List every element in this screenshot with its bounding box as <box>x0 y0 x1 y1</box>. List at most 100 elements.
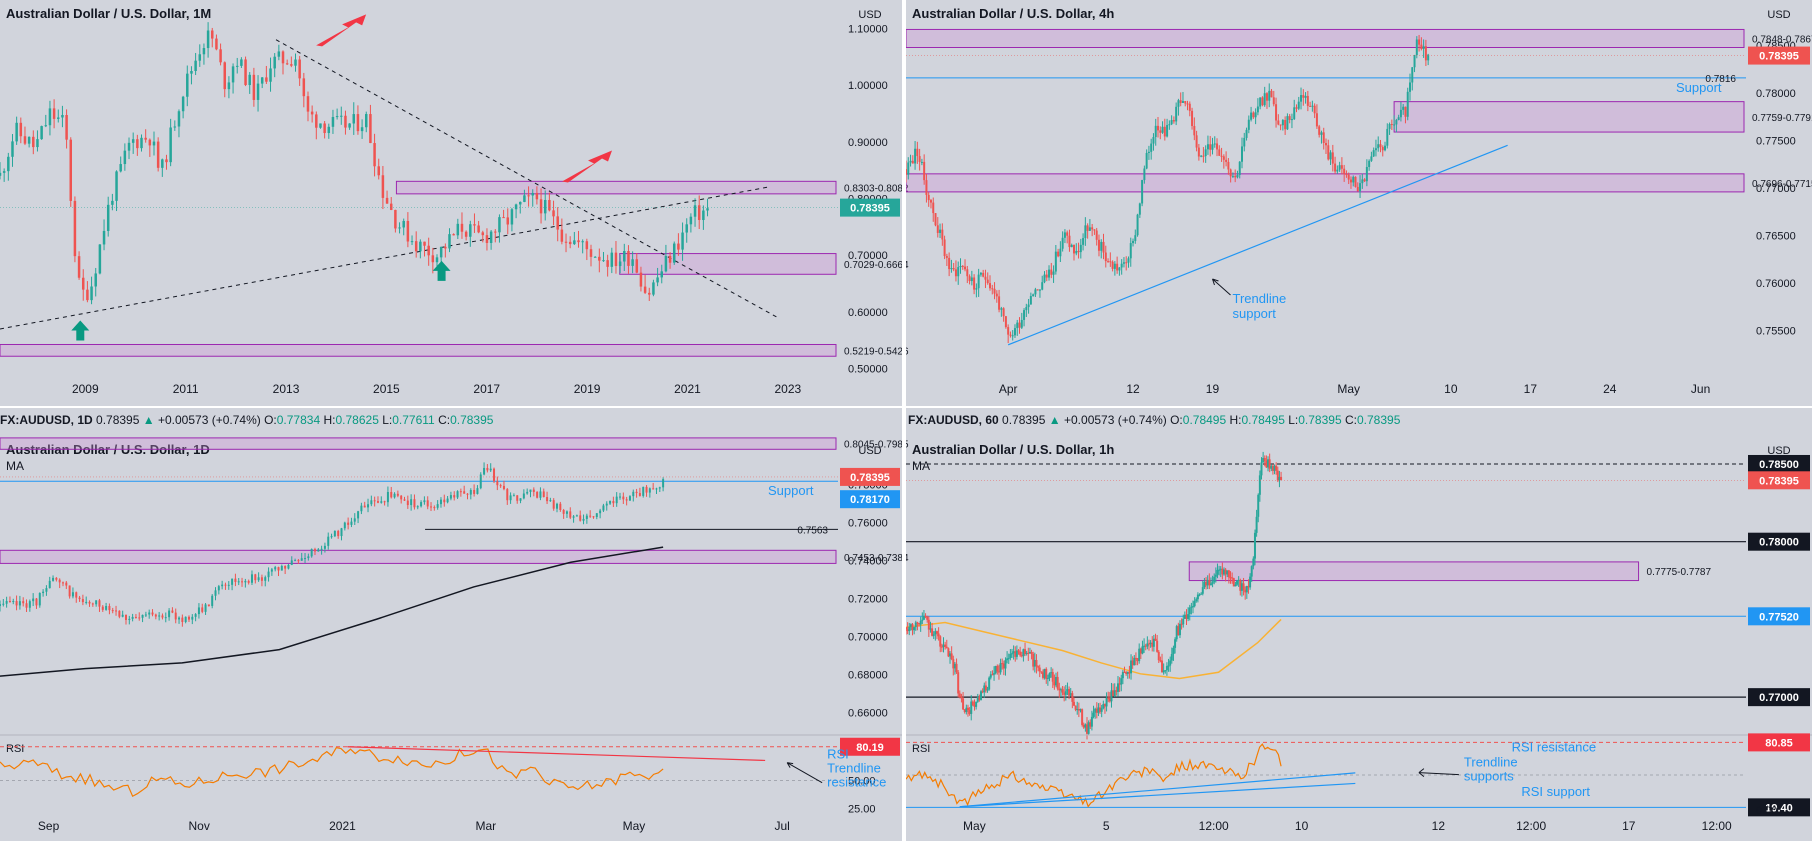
candle-body <box>1032 653 1035 667</box>
candle-body <box>522 493 525 499</box>
rsi-value-text: 80.19 <box>856 742 884 754</box>
candle-body <box>1100 241 1103 251</box>
last-price-tag <box>1748 471 1810 490</box>
candle-body <box>1420 44 1423 50</box>
candle-body <box>610 252 614 267</box>
x-tick-label: 10 <box>1295 819 1309 833</box>
candle-body <box>1399 109 1402 118</box>
candle-body <box>1136 214 1139 236</box>
candle-body <box>1091 227 1094 230</box>
level-price-tag <box>1748 454 1810 473</box>
candle-body <box>416 506 419 508</box>
info-change: +0.00573 (+0.74%) <box>1064 413 1167 427</box>
pane-title: Australian Dollar / U.S. Dollar, 1h <box>912 442 1114 457</box>
candle-body <box>427 245 430 256</box>
candle-body <box>936 225 939 233</box>
candle-body <box>944 644 947 647</box>
candle-body <box>154 614 157 617</box>
info-close: 0.78395 <box>1356 413 1401 427</box>
candle-body <box>403 499 406 501</box>
zone-box <box>905 173 1745 193</box>
candle-body <box>672 243 676 263</box>
candle-body <box>905 627 907 630</box>
candle-body <box>1240 583 1243 591</box>
candle-body <box>1126 671 1129 674</box>
candle-body <box>1293 107 1296 120</box>
candle-body <box>284 565 287 569</box>
candle-body <box>1017 650 1020 652</box>
candle-body <box>1304 95 1307 98</box>
candle-body <box>310 549 313 557</box>
candle-body <box>1143 168 1146 181</box>
candle-body <box>993 673 996 675</box>
candle-body <box>198 54 202 61</box>
candle-body <box>1035 659 1038 667</box>
candle-body <box>1041 672 1044 678</box>
x-tick-label: May <box>623 819 646 833</box>
candle-body <box>174 612 177 620</box>
candle-body <box>1172 120 1175 122</box>
candle-body <box>632 491 635 497</box>
candle-body <box>327 126 331 134</box>
candle-body <box>498 217 501 233</box>
candle-body <box>1165 666 1168 671</box>
y-tick-label: 0.76500 <box>1756 231 1796 243</box>
candle-body <box>1236 174 1239 178</box>
candle-body <box>1170 120 1173 125</box>
candle-body <box>1066 232 1069 236</box>
x-tick-label: 2019 <box>574 382 601 396</box>
candle-body <box>435 257 439 263</box>
candle-body <box>658 487 661 489</box>
candle-body <box>1263 457 1266 461</box>
candle-body <box>1393 124 1396 126</box>
candle-body <box>219 49 222 63</box>
pane-divider-vertical[interactable] <box>902 0 906 841</box>
candle-body <box>1390 124 1393 126</box>
candle-body <box>1268 90 1271 101</box>
candle-body <box>949 653 952 657</box>
candle-body <box>959 265 962 268</box>
candle-body <box>1211 582 1214 584</box>
candle-body <box>1297 101 1300 109</box>
candle-body <box>934 631 937 635</box>
candle-body <box>1157 125 1159 131</box>
candle-body <box>984 685 987 691</box>
candle-body <box>317 549 320 552</box>
candle-body <box>406 500 409 506</box>
candle-body <box>963 709 966 712</box>
candle-body <box>950 653 953 660</box>
candle-body <box>1159 130 1162 133</box>
candle-body <box>1250 566 1253 577</box>
candle-body <box>568 241 572 245</box>
candle-body <box>28 601 31 608</box>
candle-body <box>1134 657 1137 659</box>
candle-body <box>940 646 943 648</box>
candle-body <box>1227 161 1230 170</box>
zone-box <box>619 253 837 275</box>
candle-body <box>1237 579 1240 581</box>
level-price-text: 0.77000 <box>1759 692 1799 704</box>
candle-body <box>1134 235 1137 241</box>
candle-body <box>913 627 916 631</box>
candle-body <box>582 518 585 521</box>
candle-body <box>1172 647 1175 654</box>
zone-box <box>0 437 837 450</box>
candle-body <box>1249 576 1252 588</box>
x-tick-label: May <box>963 819 986 833</box>
candle-body <box>1222 156 1225 160</box>
trendline-support <box>1007 144 1508 346</box>
candle-body <box>215 38 218 50</box>
candle-body <box>335 116 339 118</box>
candle-body <box>612 501 615 504</box>
candle-body <box>257 577 260 581</box>
candle-body <box>968 710 971 714</box>
candle-body <box>1075 250 1078 254</box>
candle-body <box>1204 149 1207 157</box>
x-tick-label: 5 <box>1103 819 1110 833</box>
candle-body <box>970 277 973 282</box>
candle-body <box>1023 310 1026 320</box>
candle-body <box>1102 241 1105 253</box>
pane-divider-horizontal[interactable] <box>0 406 1812 408</box>
candle-body <box>1162 670 1165 673</box>
candle-body <box>1007 658 1010 660</box>
